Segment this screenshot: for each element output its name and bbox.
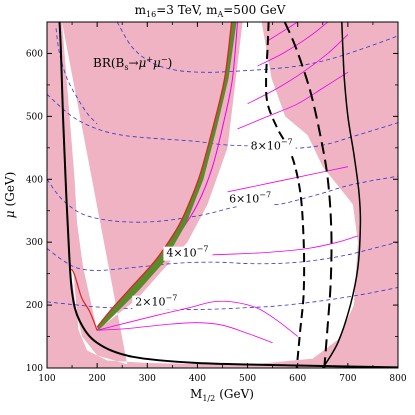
title-m16-symbol: m [135, 3, 147, 17]
y-axis-label: μ (GeV) [3, 172, 17, 219]
legend-post: ) [168, 56, 173, 70]
x-tick-label-5: 600 [289, 374, 306, 384]
x-tick-label-2: 300 [139, 374, 156, 384]
contour-label-3: 8×10−7 [251, 138, 293, 153]
chart-title: m16=3 TeV, mA=500 GeV [135, 3, 286, 19]
y-tick-label-4: 500 [26, 112, 43, 122]
contour-label-num-2: 6×10 [229, 193, 259, 206]
y-tick-label-0: 100 [26, 364, 43, 374]
x-axis-symbol: M [190, 387, 202, 401]
contour-label-exp-2: −7 [259, 191, 271, 200]
contour-label-0: 2×10−7 [135, 294, 177, 309]
plot-area [47, 22, 398, 368]
contour-label-num-0: 2×10 [135, 296, 165, 309]
y-axis-symbol: μ [3, 210, 17, 218]
y-tick-label-3: 400 [26, 175, 43, 185]
x-axis-subscript: 1/2 [202, 394, 215, 403]
legend-sup2: − [161, 55, 168, 64]
contour-labels-layer: 2×10−74×10−76×10−78×10−7 [132, 138, 296, 310]
y-tick-label-5: 600 [26, 49, 43, 59]
magenta-contour-line-4 [237, 71, 349, 130]
allowed-region [62, 22, 358, 365]
br-contours-layer [47, 22, 398, 310]
x-tick-label-0: 100 [38, 374, 55, 384]
contour-label-bg-0 [132, 295, 181, 310]
magenta-contour-line-2 [212, 235, 359, 256]
x-tick-label-3: 400 [189, 374, 206, 384]
legend-arrow: → [128, 56, 138, 70]
br-contour-line-1 [47, 241, 398, 271]
contour-label-bg-2 [226, 192, 275, 207]
x-tick-label-4: 500 [239, 374, 256, 384]
black-lines-layer [58, 22, 398, 368]
regions-layer [62, 22, 358, 365]
contour-label-exp-1: −7 [197, 245, 209, 254]
contour-label-exp-0: −7 [166, 294, 178, 303]
legend-pre: BR(B [93, 56, 125, 70]
legend-sub: s [124, 63, 128, 72]
contour-label-num-3: 8×10 [251, 140, 281, 153]
legend-mu1: μ [139, 56, 147, 70]
title-ma-symbol: m [206, 3, 218, 17]
x-tick-label-1: 200 [89, 374, 106, 384]
legend-sup1: + [146, 55, 153, 64]
y-axis-unit: (GeV) [3, 172, 17, 207]
magenta-contour-line-0 [97, 322, 273, 344]
br-contour-line-0 [47, 287, 398, 310]
legend-mu2: μ [153, 56, 161, 70]
y-tick-label-1: 200 [26, 301, 43, 311]
red-edge-upper [96, 22, 233, 328]
contour-label-bg-1 [163, 246, 212, 261]
contour-label-exp-3: −7 [281, 138, 293, 147]
x-tick-label-6: 700 [339, 374, 356, 384]
contour-label-bg-3 [247, 139, 296, 154]
contour-label-1: 4×10−7 [166, 245, 208, 260]
black-solid-lower [58, 22, 398, 368]
br-contour-line-4 [116, 22, 398, 73]
x-tick-label-7: 800 [389, 374, 406, 384]
ticks-layer: 100 200 300 400 500 600 700 800 100 200 300 400 500 6… [26, 21, 407, 384]
title-ma-subscript: A [216, 10, 223, 19]
x-axis-label: M1/2 (GeV) [190, 387, 254, 403]
title-m16-value: =3 TeV, [156, 3, 202, 17]
title-m16-subscript: 16 [146, 10, 156, 19]
black-dashed-inner [265, 22, 306, 368]
br-contour-line-2 [47, 175, 398, 223]
magenta-contour-line-5 [247, 34, 349, 105]
contour-label-2: 6×10−7 [229, 191, 271, 206]
y-tick-label-2: 300 [26, 238, 43, 248]
legend-br-label: BR(Bs→μ+μ−) [93, 55, 172, 72]
x-axis-unit: (GeV) [219, 387, 254, 401]
title-ma-value: =500 GeV [223, 3, 285, 17]
br-contour-line-5 [55, 28, 98, 125]
magenta-contour-line-1 [97, 300, 298, 337]
black-solid-right [322, 22, 362, 368]
contour-label-num-1: 4×10 [166, 247, 196, 260]
black-dashed-outer [283, 22, 333, 368]
